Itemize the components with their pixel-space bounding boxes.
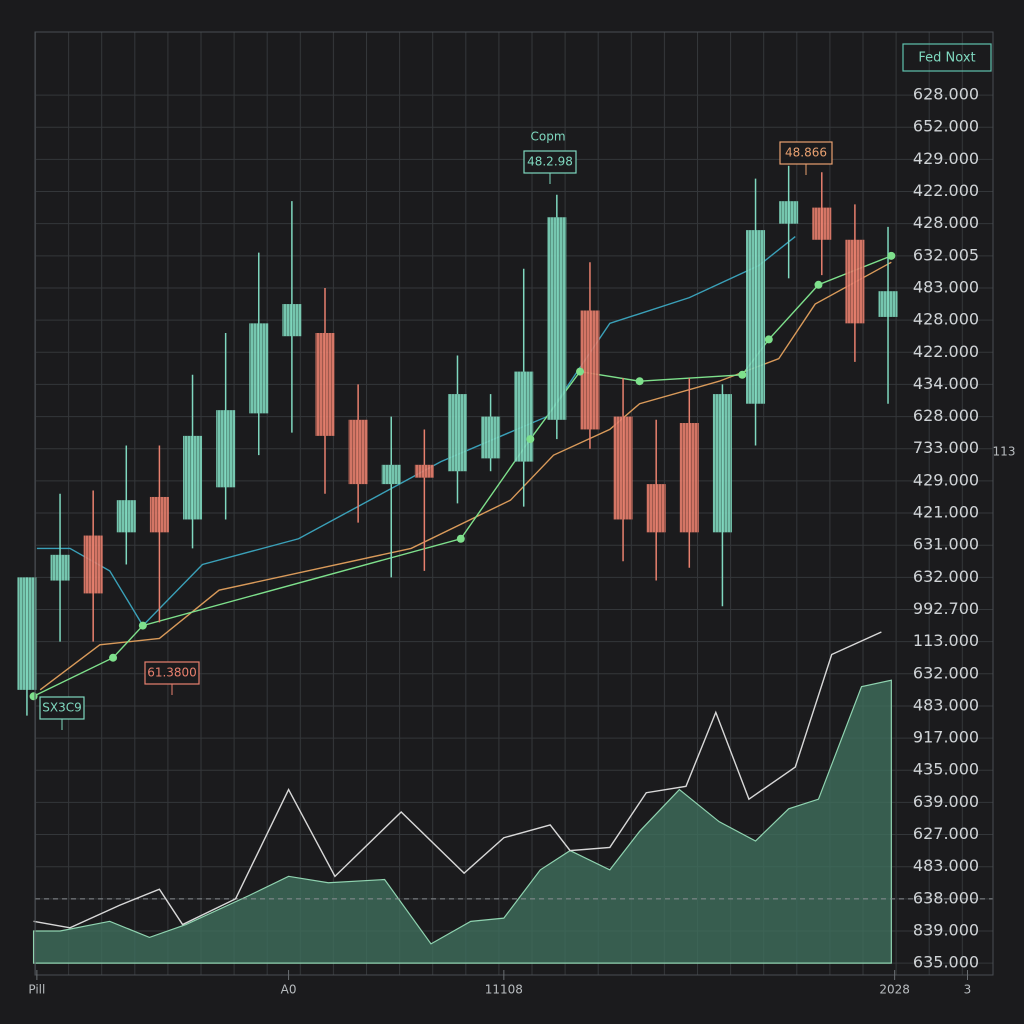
- candle-texture: [481, 416, 501, 459]
- x-tick-label: Pill: [28, 983, 45, 997]
- candle-texture: [381, 464, 401, 485]
- line-marker: [109, 653, 118, 662]
- y-tick-label: 632.000: [913, 567, 979, 586]
- y-tick-label: 839.000: [913, 920, 979, 939]
- y-tick-label: 422.000: [913, 342, 979, 361]
- annotation: Copm: [530, 130, 565, 144]
- candle-texture: [679, 423, 699, 533]
- candle-texture: [712, 394, 732, 533]
- candle-texture: [746, 230, 766, 404]
- y-tick-label: 421.000: [913, 503, 979, 522]
- y-tick-label: 632.005: [913, 245, 979, 264]
- line: [33, 631, 882, 929]
- x-tick-label: A0: [281, 983, 297, 997]
- y-tick-label: 483.000: [913, 856, 979, 875]
- y-tick-label: 627.000: [913, 824, 979, 843]
- line-marker: [764, 335, 773, 344]
- candle-texture: [547, 217, 567, 420]
- line-marker: [576, 367, 585, 376]
- candle-texture: [216, 410, 236, 488]
- annotation: 48.866: [785, 146, 827, 160]
- y-tick-label: 428.000: [913, 310, 979, 329]
- y-tick-label: 639.000: [913, 792, 979, 811]
- line-marker: [738, 370, 747, 379]
- line-marker: [456, 534, 465, 543]
- x-tick-label: 11108: [485, 983, 523, 997]
- candle-texture: [183, 435, 203, 520]
- annotation: 48.2.98: [527, 155, 573, 169]
- candle-texture: [149, 496, 169, 533]
- side-label: 113: [993, 445, 1016, 459]
- x-tick-label: 2028: [879, 983, 910, 997]
- y-tick-label: 483.000: [913, 277, 979, 296]
- y-tick-label: 428.000: [913, 213, 979, 232]
- candle-texture: [878, 291, 898, 317]
- candle-texture: [646, 484, 666, 533]
- candle-texture: [249, 323, 269, 414]
- candle-texture: [414, 464, 434, 478]
- line-marker: [814, 280, 823, 289]
- y-tick-label: 635.000: [913, 953, 979, 972]
- y-tick-label: 652.000: [913, 117, 979, 136]
- y-tick-label: 113.000: [913, 631, 979, 650]
- candle-texture: [83, 535, 103, 594]
- line-marker: [887, 251, 896, 260]
- y-tick-label: 422.000: [913, 181, 979, 200]
- annotation: 61.3800: [147, 666, 197, 680]
- y-tick-label: 631.000: [913, 535, 979, 554]
- line-marker: [29, 692, 38, 701]
- y-tick-label: 429.000: [913, 470, 979, 489]
- candle-texture: [50, 554, 70, 581]
- candle-texture: [580, 310, 600, 430]
- y-tick-label: 429.000: [913, 149, 979, 168]
- y-tick-label: 628.000: [913, 85, 979, 104]
- candle-texture: [845, 239, 865, 324]
- legend-box: [902, 43, 992, 72]
- x-tick-label: 3: [964, 983, 972, 997]
- y-tick-label: 992.700: [913, 599, 979, 618]
- plot-frame: [34, 31, 994, 976]
- candle-texture: [17, 577, 37, 690]
- line-marker: [635, 377, 644, 386]
- candle-texture: [812, 207, 832, 240]
- line: [39, 261, 892, 691]
- y-tick-label: 435.000: [913, 760, 979, 779]
- candle-texture: [514, 371, 534, 462]
- candle-texture: [116, 500, 136, 533]
- candle-texture: [282, 304, 302, 337]
- y-tick-label: 638.000: [913, 888, 979, 907]
- legend-label: Fed Noxt: [918, 51, 975, 66]
- line: [36, 235, 796, 627]
- y-tick-label: 733.000: [913, 438, 979, 457]
- y-tick-label: 632.000: [913, 663, 979, 682]
- y-tick-label: 483.000: [913, 695, 979, 714]
- candle-texture: [447, 394, 467, 472]
- candle-texture: [779, 201, 799, 224]
- candle-texture: [348, 419, 368, 485]
- annotation: SX3C9: [42, 701, 82, 715]
- candle-texture: [613, 416, 633, 520]
- line-marker: [138, 621, 147, 630]
- y-tick-label: 628.000: [913, 406, 979, 425]
- area: [32, 679, 892, 964]
- candle-texture: [315, 332, 335, 436]
- y-tick-label: 917.000: [913, 728, 979, 747]
- line-marker: [526, 435, 535, 444]
- y-tick-label: 434.000: [913, 374, 979, 393]
